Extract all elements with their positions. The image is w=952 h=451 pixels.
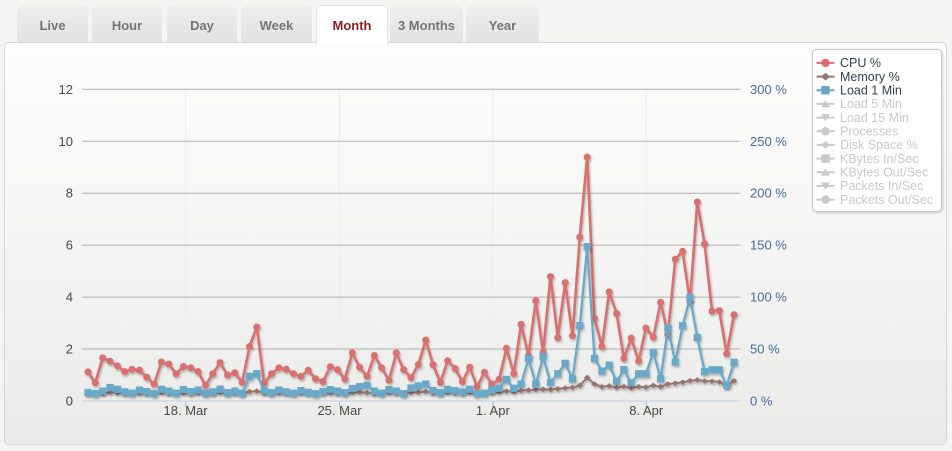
svg-text:250 %: 250 % bbox=[750, 134, 787, 149]
svg-text:Load 1 Min: Load 1 Min bbox=[840, 84, 902, 98]
svg-text:Packets In/Sec: Packets In/Sec bbox=[840, 179, 923, 193]
svg-text:150 %: 150 % bbox=[750, 238, 787, 253]
svg-text:Disk Space %: Disk Space % bbox=[840, 138, 918, 152]
svg-text:12: 12 bbox=[59, 82, 73, 97]
svg-text:25. Mar: 25. Mar bbox=[317, 403, 362, 418]
svg-text:200 %: 200 % bbox=[750, 186, 787, 201]
svg-text:Processes: Processes bbox=[840, 125, 898, 139]
svg-text:CPU %: CPU % bbox=[840, 56, 881, 70]
svg-text:8: 8 bbox=[66, 186, 73, 201]
svg-text:1. Apr: 1. Apr bbox=[476, 403, 511, 418]
svg-text:10: 10 bbox=[59, 134, 73, 149]
svg-text:6: 6 bbox=[66, 238, 73, 253]
svg-text:0: 0 bbox=[66, 394, 73, 409]
svg-text:8. Apr: 8. Apr bbox=[629, 403, 664, 418]
svg-text:Load 15 Min: Load 15 Min bbox=[840, 111, 909, 125]
svg-text:2: 2 bbox=[66, 342, 73, 357]
svg-text:100 %: 100 % bbox=[750, 290, 787, 305]
svg-text:Load 5 Min: Load 5 Min bbox=[840, 97, 902, 111]
svg-text:KBytes In/Sec: KBytes In/Sec bbox=[840, 152, 919, 166]
svg-text:4: 4 bbox=[66, 290, 73, 305]
svg-text:Packets Out/Sec: Packets Out/Sec bbox=[840, 193, 933, 207]
svg-text:18. Mar: 18. Mar bbox=[164, 403, 209, 418]
svg-text:KBytes Out/Sec: KBytes Out/Sec bbox=[840, 166, 928, 180]
svg-text:Memory %: Memory % bbox=[840, 70, 900, 84]
svg-text:0 %: 0 % bbox=[750, 394, 773, 409]
svg-text:300 %: 300 % bbox=[750, 82, 787, 97]
svg-text:50 %: 50 % bbox=[750, 342, 780, 357]
